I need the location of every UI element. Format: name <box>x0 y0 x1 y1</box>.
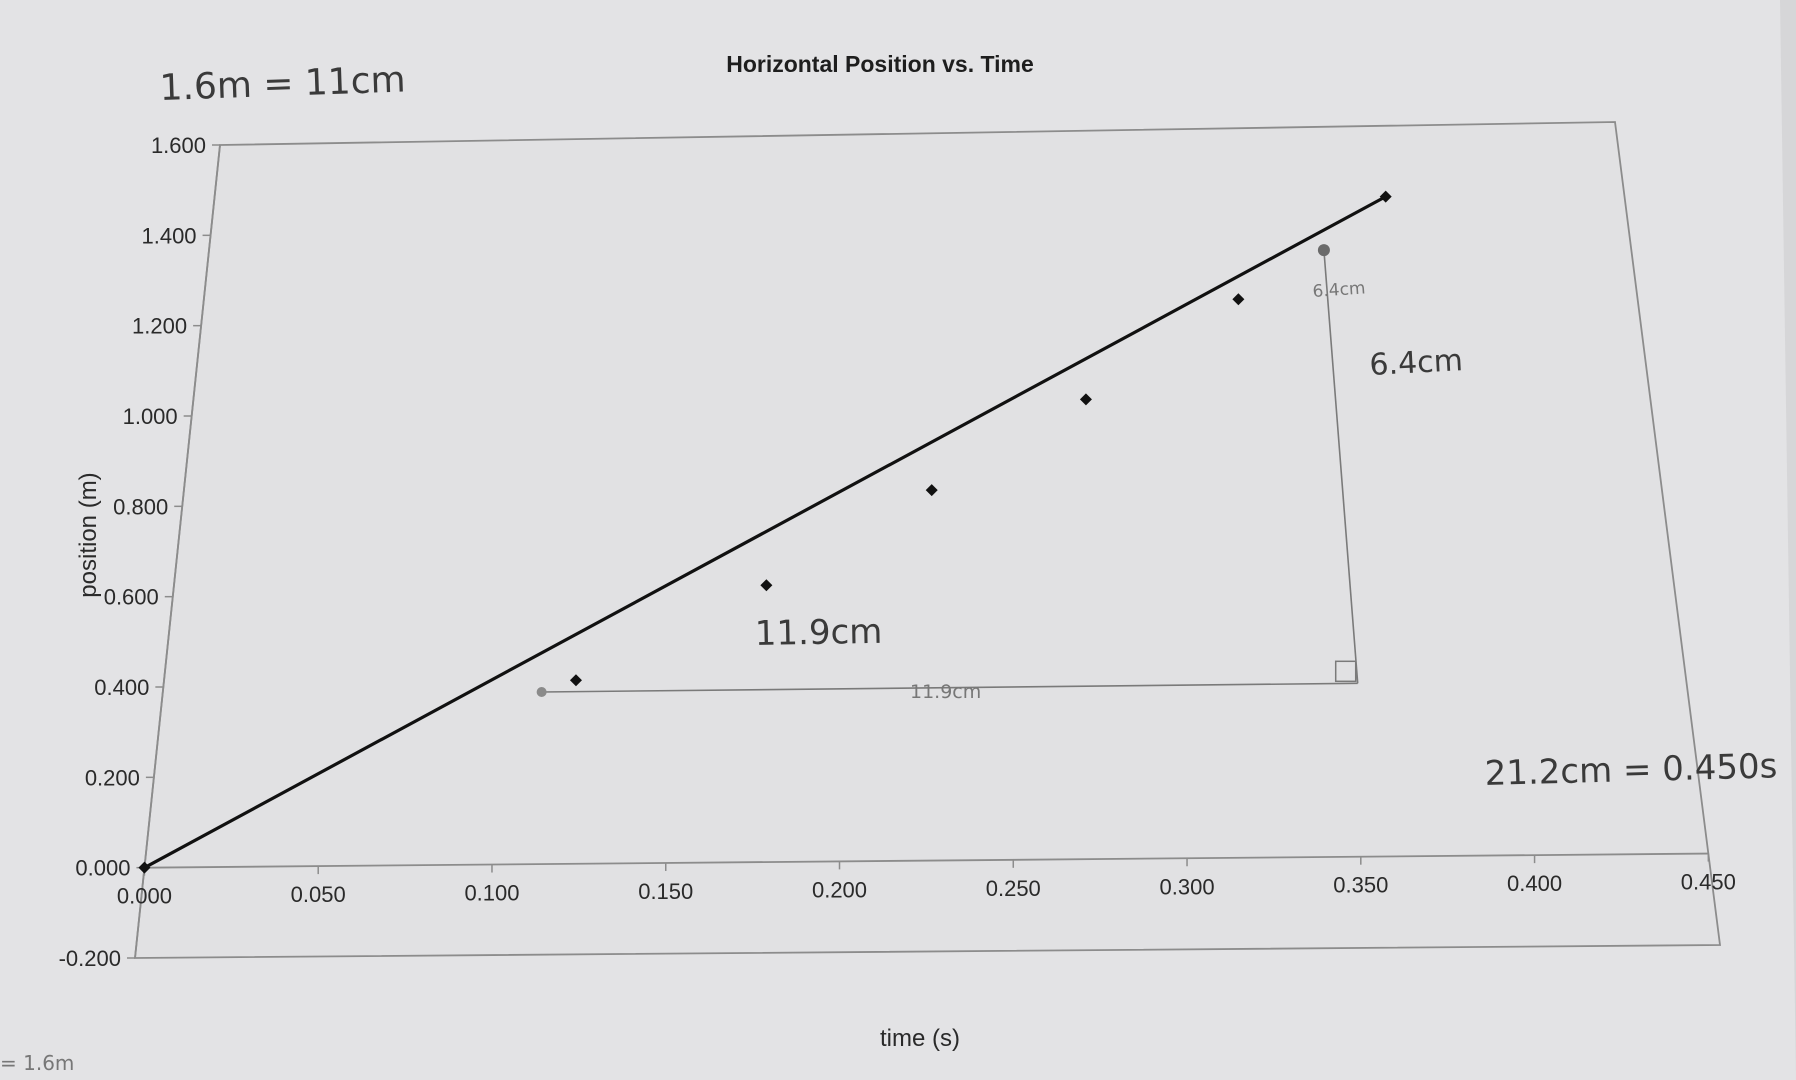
x-tick-label: 0.000 <box>117 884 172 909</box>
x-axis-title: time (s) <box>880 1025 960 1052</box>
rise-label-small: 6.4cm <box>1312 278 1366 302</box>
trendline <box>143 195 1387 870</box>
slope-point <box>536 686 547 697</box>
data-point <box>1379 190 1392 203</box>
y-tick-label: -0.200 <box>59 946 121 971</box>
data-point <box>925 484 938 497</box>
run-label: 11.9cm <box>754 612 882 654</box>
slope-run-line <box>541 682 1358 693</box>
data-point <box>760 579 773 592</box>
y-tick-label: 1.000 <box>123 404 178 429</box>
x-tick-label: 0.400 <box>1507 871 1562 896</box>
y-axis-line <box>134 144 221 959</box>
x-axis: 0.000 0.050 0.100 0.150 0.200 0.250 0.300 0.350… <box>117 852 1736 909</box>
y-tick-label: 1.400 <box>141 223 196 248</box>
y-tick-label: 1.200 <box>132 314 187 339</box>
data-point <box>1079 393 1092 406</box>
corner-note: = 1.6m <box>0 1051 74 1075</box>
data-point <box>138 861 151 874</box>
x-tick-label: 0.150 <box>638 879 693 904</box>
x-axis-line <box>144 852 1709 869</box>
y-tick-label: 0.000 <box>75 856 130 881</box>
data-point <box>1232 293 1245 306</box>
y-tick-label: 1.600 <box>151 133 206 158</box>
y-axis: -0.200 0.000 0.200 0.400 0.600 0.800 1.000 1.20… <box>59 133 221 971</box>
y-tick-label: 0.200 <box>85 765 140 790</box>
slope-point <box>1317 244 1330 257</box>
x-tick-label: 0.300 <box>1160 874 1215 899</box>
data-point <box>569 674 582 687</box>
x-tick-label: 0.200 <box>812 877 867 902</box>
x-tick-label: 0.050 <box>291 882 346 907</box>
y-axis-title: position (m) <box>75 472 102 597</box>
x-tick-label: 0.100 <box>464 881 519 906</box>
x-tick-label: 0.250 <box>986 876 1041 901</box>
series-marks <box>138 190 1392 874</box>
rise-label: 6.4cm <box>1369 343 1464 383</box>
chart-title: Horizontal Position vs. Time <box>726 51 1034 77</box>
scale-note: 1.6m = 11cm <box>159 59 406 109</box>
time-scale-note: 21.2cm = 0.450s <box>1484 746 1778 794</box>
x-tick-label: 0.450 <box>1681 870 1736 895</box>
y-tick-label: 0.400 <box>94 675 149 700</box>
right-angle-mark <box>1334 660 1357 683</box>
run-label-small: 11.9cm <box>910 681 981 703</box>
y-tick-label: 0.600 <box>104 585 159 610</box>
x-tick-label: 0.350 <box>1333 873 1388 898</box>
y-tick-label: 0.800 <box>113 494 168 519</box>
plot-area <box>134 121 1722 959</box>
slope-rise-line <box>1323 250 1359 684</box>
